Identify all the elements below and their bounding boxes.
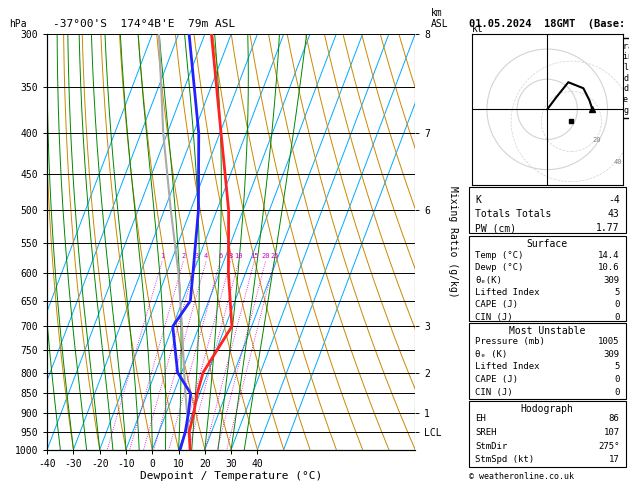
Text: 40: 40 [613,158,622,165]
Text: 275°: 275° [598,442,620,451]
Text: hPa: hPa [9,19,27,29]
Text: Lifted Index: Lifted Index [475,363,540,371]
Text: CAPE (J): CAPE (J) [475,300,518,310]
Y-axis label: Mixing Ratio (g/kg): Mixing Ratio (g/kg) [448,186,459,297]
Text: 10.6: 10.6 [598,263,620,272]
Text: 3: 3 [194,254,199,260]
Text: Hodograph: Hodograph [521,403,574,414]
Text: 17: 17 [609,455,620,465]
Text: 1.77: 1.77 [596,223,620,233]
Text: km
ASL: km ASL [431,8,448,29]
Text: 0: 0 [614,375,620,384]
Text: Totals Totals: Totals Totals [475,209,551,219]
Text: CIN (J): CIN (J) [475,312,513,322]
Text: 309: 309 [603,276,620,285]
Text: 5: 5 [614,363,620,371]
Text: kt: kt [472,24,484,34]
Text: 5: 5 [614,288,620,297]
Text: 43: 43 [608,209,620,219]
Text: 15: 15 [250,254,259,260]
Text: Temp (°C): Temp (°C) [475,251,523,260]
Text: 01.05.2024  18GMT  (Base: 18): 01.05.2024 18GMT (Base: 18) [469,19,629,29]
Text: Lifted Index: Lifted Index [475,288,540,297]
Text: SREH: SREH [475,428,496,437]
Legend: Temperature, Dewpoint, Parcel Trajectory, Dry Adiabat, Wet Adiabat, Isotherm, Mi: Temperature, Dewpoint, Parcel Trajectory… [579,38,629,118]
Text: 86: 86 [609,414,620,423]
Text: 4: 4 [204,254,208,260]
Text: θₑ(K): θₑ(K) [475,276,502,285]
Text: 1: 1 [160,254,164,260]
Text: Dewp (°C): Dewp (°C) [475,263,523,272]
Text: 14.4: 14.4 [598,251,620,260]
Text: Pressure (mb): Pressure (mb) [475,337,545,346]
Text: 309: 309 [603,349,620,359]
Text: K: K [475,195,481,206]
Text: © weatheronline.co.uk: © weatheronline.co.uk [469,472,574,481]
Text: 0: 0 [614,300,620,310]
Text: 2: 2 [181,254,186,260]
Text: Surface: Surface [526,239,568,249]
Text: 1005: 1005 [598,337,620,346]
Text: -4: -4 [608,195,620,206]
Text: 20: 20 [593,138,601,143]
Text: 20: 20 [261,254,270,260]
Text: -37°00'S  174°4B'E  79m ASL: -37°00'S 174°4B'E 79m ASL [53,19,236,29]
Text: 25: 25 [270,254,279,260]
Text: 6: 6 [218,254,222,260]
Text: Most Unstable: Most Unstable [509,326,586,336]
Text: CAPE (J): CAPE (J) [475,375,518,384]
Text: PW (cm): PW (cm) [475,223,516,233]
X-axis label: Dewpoint / Temperature (°C): Dewpoint / Temperature (°C) [140,471,322,481]
Text: StmDir: StmDir [475,442,507,451]
Text: 8: 8 [228,254,233,260]
Text: 10: 10 [235,254,243,260]
Text: StmSpd (kt): StmSpd (kt) [475,455,534,465]
Text: 107: 107 [603,428,620,437]
Text: θₑ (K): θₑ (K) [475,349,507,359]
Text: EH: EH [475,414,486,423]
Text: 0: 0 [614,312,620,322]
Text: 0: 0 [614,388,620,397]
Text: CIN (J): CIN (J) [475,388,513,397]
